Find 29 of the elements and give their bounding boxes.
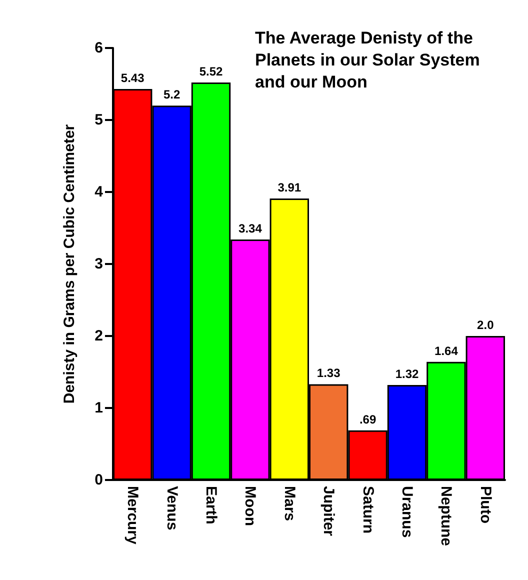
y-tick-label: 4 [94,184,104,200]
x-tick-label: Neptune [438,486,455,546]
data-label: 1.32 [395,366,419,381]
y-tick-label: 5 [94,112,103,128]
data-label: 1.64 [434,344,458,358]
data-label: 1.33 [316,366,341,380]
chart-title: The Average Denisty of the Planets in our Solar System and our Moon [255,28,485,92]
data-label: 5.43 [120,71,145,86]
x-tick-label: Moon [242,486,259,526]
x-tick-label: Uranus [398,486,416,538]
y-tick-label: 6 [94,40,103,56]
x-tick-label: Pluto [476,486,494,524]
y-tick-label: 1 [94,400,103,416]
data-label: 2.0 [477,318,494,332]
data-label: 3.91 [278,180,302,194]
x-tick-label: Earth [202,486,220,524]
x-tick-label: Venus [163,486,180,530]
x-tick-label: Jupiter [320,486,338,536]
data-label: .69 [359,412,376,426]
x-tick-label: Saturn [359,486,376,534]
y-axis-title: Denisty in Grams per Cubic Centimeter [61,124,78,404]
x-tick-label: Mars [280,486,298,522]
y-tick-label: 0 [94,472,103,488]
data-label: 5.52 [199,64,223,79]
y-tick-label: 2 [94,328,103,344]
data-label: 5.2 [163,88,180,102]
x-tick-label: Mercury [124,486,142,546]
y-tick-label: 3 [94,256,103,272]
data-label: 3.34 [238,222,262,236]
